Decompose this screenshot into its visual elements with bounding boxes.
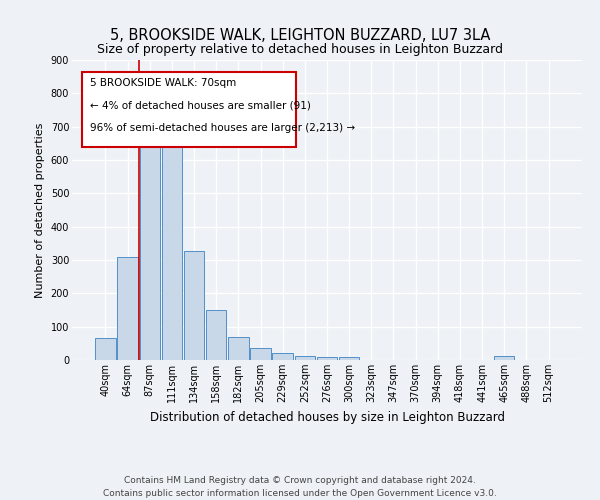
Text: Contains HM Land Registry data © Crown copyright and database right 2024.
Contai: Contains HM Land Registry data © Crown c… — [103, 476, 497, 498]
Text: 5, BROOKSIDE WALK, LEIGHTON BUZZARD, LU7 3LA: 5, BROOKSIDE WALK, LEIGHTON BUZZARD, LU7… — [110, 28, 490, 42]
Text: 5 BROOKSIDE WALK: 70sqm: 5 BROOKSIDE WALK: 70sqm — [90, 78, 236, 88]
Text: 96% of semi-detached houses are larger (2,213) →: 96% of semi-detached houses are larger (… — [90, 123, 355, 133]
Bar — [339, 358, 359, 360]
X-axis label: Distribution of detached houses by size in Leighton Buzzard: Distribution of detached houses by size … — [149, 410, 505, 424]
Text: Size of property relative to detached houses in Leighton Buzzard: Size of property relative to detached ho… — [97, 42, 503, 56]
Bar — [494, 356, 514, 360]
Bar — [118, 256, 138, 360]
Bar — [161, 144, 182, 360]
Bar — [140, 132, 160, 360]
Text: ← 4% of detached houses are smaller (91): ← 4% of detached houses are smaller (91) — [90, 100, 311, 110]
Bar — [228, 338, 248, 360]
Bar — [317, 356, 337, 360]
Y-axis label: Number of detached properties: Number of detached properties — [35, 122, 45, 298]
Bar — [95, 338, 116, 360]
Bar — [206, 310, 226, 360]
Bar — [295, 356, 315, 360]
Bar — [184, 250, 204, 360]
Bar — [272, 354, 293, 360]
Bar — [250, 348, 271, 360]
FancyBboxPatch shape — [82, 72, 296, 147]
